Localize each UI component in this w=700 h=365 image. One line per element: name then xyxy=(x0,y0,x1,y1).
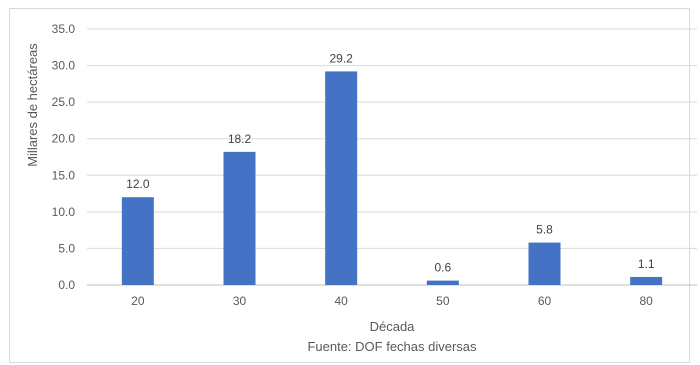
source-note: Fuente: DOF fechas diversas xyxy=(307,339,477,354)
data-label: 12.0 xyxy=(126,177,150,191)
grid-lines xyxy=(87,28,697,286)
y-axis-ticks: 0.0 5.0 10.0 15.0 20.0 25.0 30.0 35.0 xyxy=(52,22,76,292)
x-tick-label: 30 xyxy=(233,294,247,308)
y-axis-title: Millares de hectáreas xyxy=(25,43,40,167)
x-tick-label: 80 xyxy=(639,294,653,308)
bars xyxy=(121,71,663,286)
y-tick-label: 25.0 xyxy=(52,95,76,109)
y-tick-label: 10.0 xyxy=(52,205,76,219)
x-axis-ticks: 20 30 40 50 60 80 xyxy=(131,294,653,308)
bar-60 xyxy=(528,242,561,285)
bar-50 xyxy=(426,280,459,285)
x-tick-label: 60 xyxy=(538,294,552,308)
x-axis-title: Década xyxy=(370,319,416,334)
data-label: 18.2 xyxy=(228,132,252,146)
y-tick-label: 5.0 xyxy=(58,241,75,255)
bar-20 xyxy=(121,197,154,285)
data-label: 29.2 xyxy=(329,51,353,65)
y-tick-label: 15.0 xyxy=(52,168,76,182)
x-tick-label: 40 xyxy=(334,294,348,308)
bar-80 xyxy=(630,276,663,285)
x-tick-label: 20 xyxy=(131,294,145,308)
y-tick-label: 0.0 xyxy=(58,278,75,292)
x-tick-label: 50 xyxy=(436,294,450,308)
y-tick-label: 35.0 xyxy=(52,22,76,36)
y-tick-label: 20.0 xyxy=(52,132,76,146)
data-label: 5.8 xyxy=(536,223,553,237)
data-labels: 12.0 18.2 29.2 0.6 5.8 1.1 xyxy=(126,51,655,274)
data-label: 1.1 xyxy=(638,257,655,271)
bar-30 xyxy=(223,151,256,285)
bar-40 xyxy=(325,71,358,286)
data-label: 0.6 xyxy=(434,261,451,275)
y-tick-label: 30.0 xyxy=(52,59,76,73)
